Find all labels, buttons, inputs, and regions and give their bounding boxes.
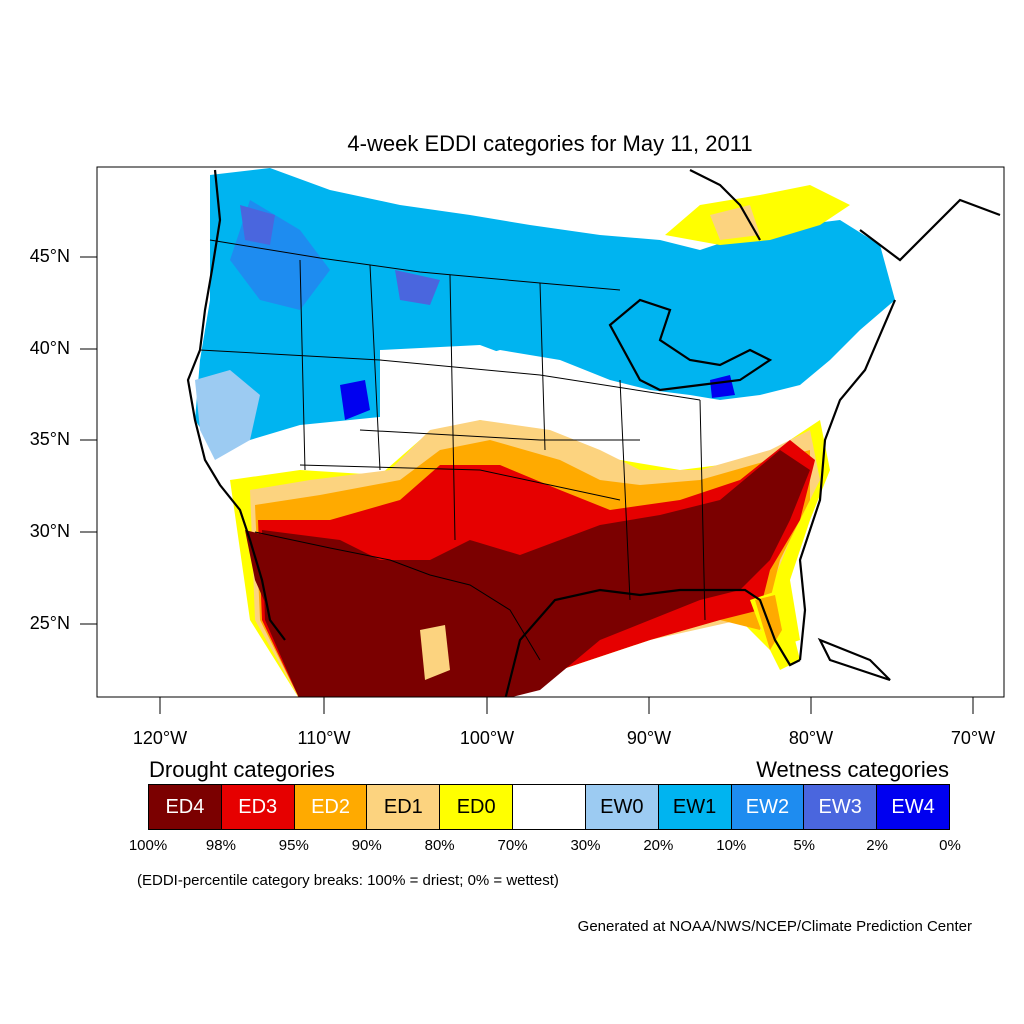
drought-region-baja xyxy=(245,530,290,625)
credit-line: Generated at NOAA/NWS/NCEP/Climate Predi… xyxy=(577,918,972,935)
lon-label-70: 70°W xyxy=(950,728,996,748)
lat-label-30: 30°N xyxy=(29,521,70,541)
break-label: 80% xyxy=(424,837,455,854)
break-label: 20% xyxy=(643,837,674,854)
drought-region-ed3-center xyxy=(460,480,560,555)
break-label: 0% xyxy=(939,837,961,854)
legend-box-ed1: ED1 xyxy=(367,785,441,829)
us-canada-border xyxy=(209,239,621,291)
legend-box-ed4: ED4 xyxy=(149,785,222,829)
break-label: 100% xyxy=(128,837,168,854)
break-label: 2% xyxy=(866,837,888,854)
break-label: 10% xyxy=(716,837,747,854)
wetness-region-ew4-a xyxy=(340,380,370,420)
break-label: 98% xyxy=(205,837,236,854)
state-lines-vertical xyxy=(299,259,706,621)
lon-label-90: 90°W xyxy=(626,728,672,748)
drought-region-northeast-ed1 xyxy=(710,205,760,240)
atlantic-coastline xyxy=(798,299,897,661)
break-label: 30% xyxy=(570,837,601,854)
legend-box-ew4: EW4 xyxy=(877,785,949,829)
neutral-band xyxy=(380,345,830,480)
lon-label-110: 110°W xyxy=(297,728,351,748)
great-lakes-outline xyxy=(608,298,773,392)
break-label: 5% xyxy=(793,837,816,854)
cuba-outline xyxy=(817,637,891,682)
wetness-heading: Wetness categories xyxy=(756,757,949,782)
breaks-note: (EDDI-percentile category breaks: 100% =… xyxy=(137,872,559,889)
drought-region-northeast xyxy=(665,185,850,245)
break-label: 90% xyxy=(351,837,382,854)
lon-label-120: 120°W xyxy=(132,728,188,748)
lat-label-40: 40°N xyxy=(29,338,70,358)
legend-box-ew2: EW2 xyxy=(731,785,805,829)
us-mexico-border xyxy=(254,531,541,661)
map-title: 4-week EDDI categories for May 11, 2011 xyxy=(347,131,753,156)
category-legend: ED4 ED3 ED2 ED1 ED0 EW0 EW1 EW2 EW3 EW4 xyxy=(148,784,950,830)
wetness-region-ew3-a xyxy=(240,205,275,245)
legend-box-ed3: ED3 xyxy=(221,785,295,829)
lat-label-45: 45°N xyxy=(29,246,70,266)
lon-label-80: 80°W xyxy=(788,728,834,748)
lat-label-35: 35°N xyxy=(29,429,70,449)
break-label: 95% xyxy=(278,837,309,854)
drought-region-ed4 xyxy=(262,450,810,697)
gulf-coastline xyxy=(504,588,801,697)
drought-heading: Drought categories xyxy=(149,757,335,782)
break-label: 70% xyxy=(497,837,528,854)
legend-box-ew1: EW1 xyxy=(658,785,732,829)
legend-box-ed2: ED2 xyxy=(294,785,368,829)
lon-label-100: 100°W xyxy=(459,728,515,748)
west-coastline xyxy=(186,169,286,641)
legend-box-neutral xyxy=(513,785,586,829)
map-frame xyxy=(96,166,1005,698)
legend-box-ed0: ED0 xyxy=(440,785,514,829)
legend-box-ew0: EW0 xyxy=(585,785,659,829)
wetness-region-ew3-b xyxy=(395,270,440,305)
wetness-region-lightblue xyxy=(195,370,260,460)
lat-label-25: 25°N xyxy=(29,613,70,633)
canada-coastline xyxy=(689,169,1001,262)
legend-box-ew3: EW3 xyxy=(804,785,878,829)
neutral-spot-mexico xyxy=(420,625,450,680)
